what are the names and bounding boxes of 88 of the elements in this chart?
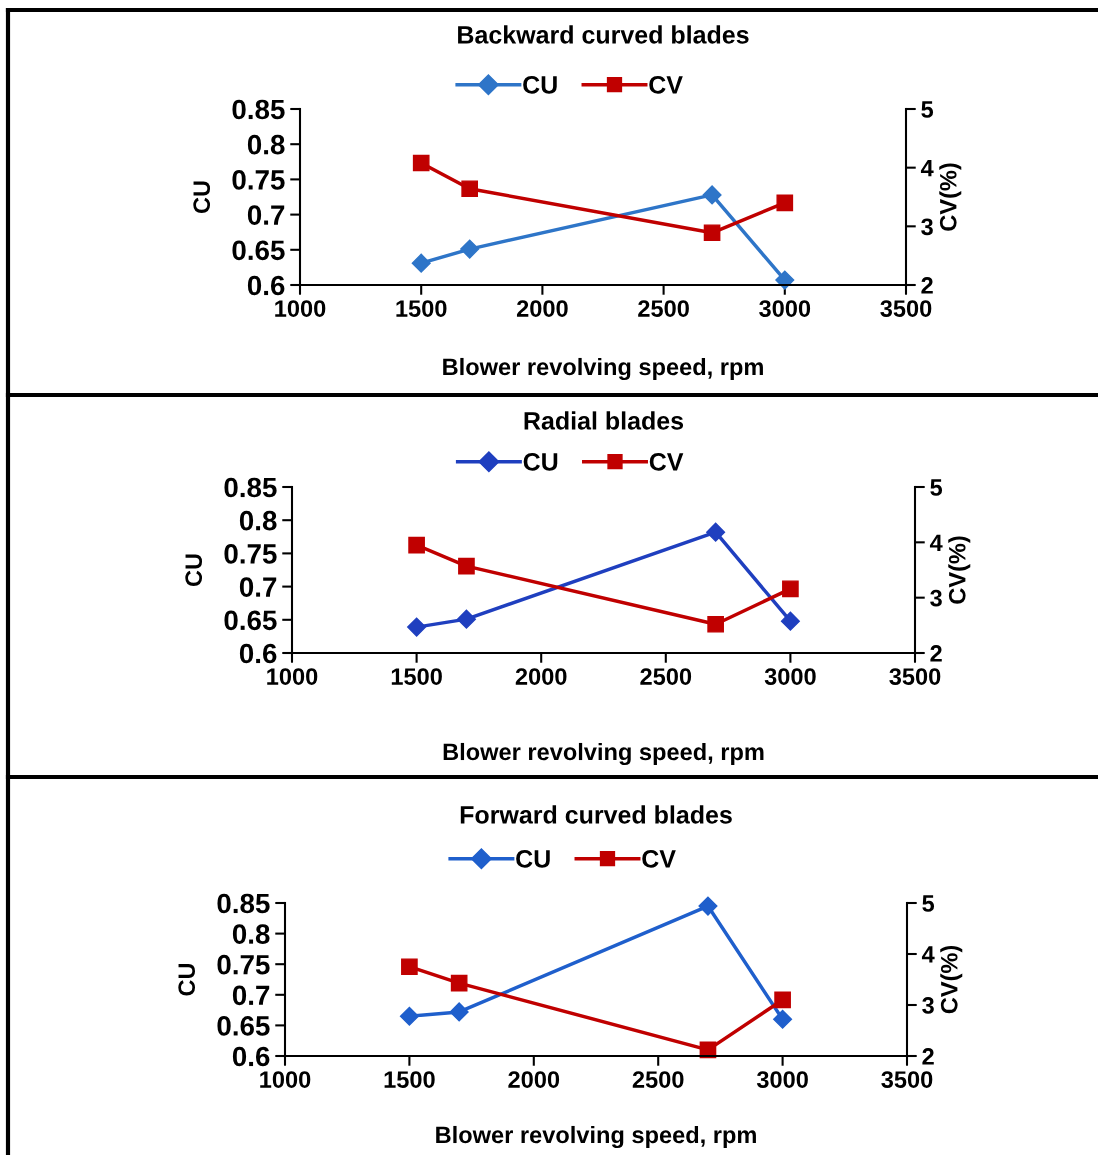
point (407, 617, 427, 637)
y-tick-label: 0.75 (217, 954, 270, 975)
y2-tick-label: 5 (922, 895, 935, 912)
y2-axis-title: CV(%) (939, 163, 962, 231)
x-tick-label: 1500 (384, 1071, 435, 1088)
point (707, 615, 724, 633)
x-tick-label: 1000 (260, 1071, 311, 1088)
y2-tick-label: 3 (922, 997, 934, 1014)
point (703, 224, 721, 242)
y2-tick-label: 3 (930, 589, 942, 607)
x-axis-title: Blower revolving speed, rpm (436, 1125, 756, 1149)
y-axis-title: CU (185, 554, 203, 587)
y2-tick-label: 4 (920, 159, 934, 177)
y2-tick-label: 5 (921, 101, 934, 118)
y2-tick-label: 2 (921, 277, 933, 294)
y-tick-label: 0.6 (232, 1046, 270, 1067)
y2-tick-label: 3 (921, 218, 933, 236)
x-tick-label: 1500 (396, 300, 447, 317)
point (773, 1009, 793, 1029)
x-tick-label: 3500 (881, 1071, 933, 1088)
y2-tick-label: 2 (930, 645, 942, 662)
legend-label: CU (523, 76, 557, 94)
y2-axis-title: CV(%) (940, 945, 963, 1014)
x-tick-label: 2000 (508, 1071, 560, 1088)
point (461, 180, 479, 198)
x-axis-title: Blower revolving speed, rpm (443, 742, 764, 766)
point (449, 1002, 469, 1022)
point (408, 536, 425, 554)
y-tick-label: 0.7 (239, 577, 277, 597)
y2-axis-title: CV(%) (948, 536, 971, 604)
x-tick-label: 1000 (275, 300, 326, 317)
point (458, 557, 475, 575)
y-tick-label: 0.85 (217, 893, 270, 914)
x-tick-label: 2000 (516, 300, 568, 317)
y-tick-label: 0.85 (232, 99, 285, 120)
y-axis-title: CU (193, 181, 211, 214)
x-tick-label: 3000 (756, 1071, 808, 1088)
point (780, 611, 800, 631)
y-tick-label: 0.75 (232, 170, 285, 190)
point (460, 239, 480, 259)
y2-tick-label: 4 (921, 946, 935, 963)
x-tick-label: 2500 (640, 668, 692, 685)
x-tick-label: 3500 (889, 668, 941, 685)
x-tick-label: 2500 (632, 1071, 684, 1088)
y-tick-label: 0.8 (247, 134, 285, 155)
y2-tick-label: 2 (922, 1048, 934, 1065)
x-tick-label: 3000 (759, 300, 811, 317)
point (456, 609, 476, 629)
y-tick-label: 0.7 (247, 205, 285, 225)
chart-title: Backward curved blades (458, 25, 749, 44)
y-tick-label: 0.6 (239, 643, 277, 664)
point (401, 958, 418, 976)
y-tick-label: 0.8 (239, 510, 277, 531)
legend-label: CU (516, 850, 550, 868)
y2-tick-label: 4 (929, 534, 943, 551)
x-tick-label: 1500 (391, 668, 442, 685)
x-axis-title: Blower revolving speed, rpm (443, 357, 763, 381)
y-tick-label: 0.7 (232, 985, 270, 1006)
y-tick-label: 0.85 (224, 477, 277, 498)
x-tick-label: 2000 (515, 668, 567, 685)
y-tick-label: 0.65 (224, 610, 277, 631)
point (782, 580, 799, 598)
x-tick-label: 2500 (638, 300, 689, 317)
point (706, 522, 726, 542)
x-tick-label: 3500 (880, 300, 932, 317)
legend-label: CV (649, 76, 683, 94)
y-tick-label: 0.75 (224, 544, 277, 564)
chart-title: Radial blades (524, 411, 684, 430)
point (412, 154, 430, 172)
point (698, 896, 718, 916)
y-axis-title: CU (178, 963, 196, 996)
y-tick-label: 0.65 (217, 1016, 270, 1036)
point (776, 194, 794, 212)
y2-tick-label: 5 (930, 479, 943, 496)
point (411, 253, 431, 273)
x-tick-label: 3000 (764, 668, 816, 685)
point (702, 185, 722, 205)
y-tick-label: 0.6 (247, 275, 285, 296)
point (399, 1006, 419, 1026)
point (450, 974, 468, 992)
point (774, 991, 791, 1009)
x-tick-label: 1000 (267, 668, 318, 685)
legend-label: CV (642, 850, 676, 868)
y-tick-label: 0.65 (232, 240, 285, 261)
legend-label: CU (523, 453, 558, 471)
legend-label: CV (649, 453, 684, 471)
chart-title: Forward curved blades (460, 805, 732, 824)
y-tick-label: 0.8 (232, 924, 270, 944)
